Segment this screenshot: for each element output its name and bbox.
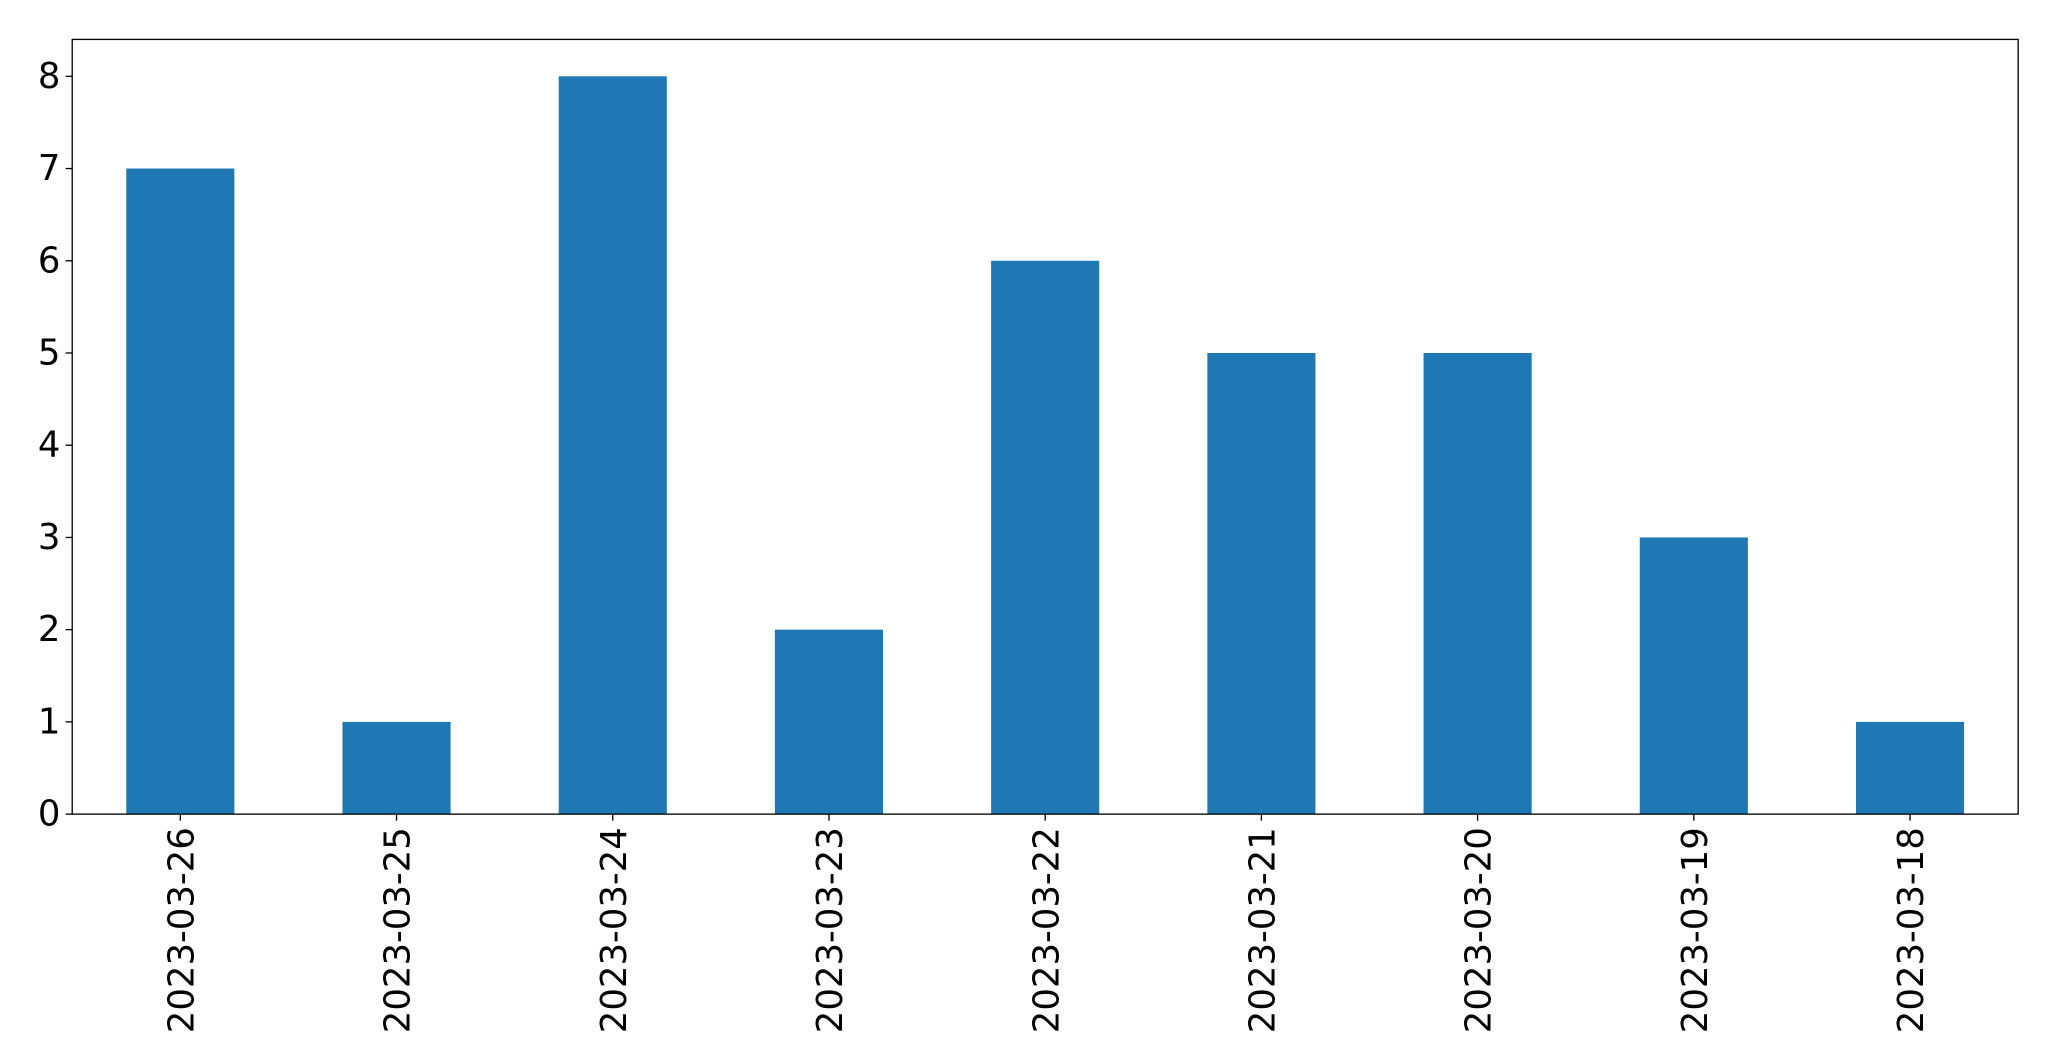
bar-2023-03-18 bbox=[1855, 721, 1965, 815]
y-tick-label: 2 bbox=[38, 609, 61, 650]
bar-2023-03-25 bbox=[342, 721, 451, 815]
y-tick-label: 4 bbox=[38, 425, 61, 466]
x-tick-label: 2023-03-21 bbox=[1243, 827, 1284, 1033]
bar-2023-03-21 bbox=[1207, 352, 1316, 815]
y-tick-label: 3 bbox=[38, 517, 61, 558]
bar-2023-03-24 bbox=[558, 76, 667, 815]
y-tick-label: 0 bbox=[38, 794, 61, 835]
x-tick-label: 2023-03-24 bbox=[594, 827, 635, 1033]
plot-frame bbox=[71, 38, 2019, 815]
bar-2023-03-19 bbox=[1639, 537, 1748, 815]
y-tick-label: 6 bbox=[38, 240, 61, 281]
bar-2023-03-22 bbox=[991, 260, 1100, 815]
y-tick-label: 8 bbox=[38, 56, 61, 97]
bar-2023-03-20 bbox=[1423, 352, 1532, 815]
y-tick-label: 7 bbox=[38, 148, 61, 189]
x-tick-label: 2023-03-23 bbox=[810, 827, 851, 1033]
x-tick-label: 2023-03-18 bbox=[1891, 827, 1932, 1033]
bar-2023-03-23 bbox=[774, 629, 884, 815]
bar-2023-03-26 bbox=[126, 168, 235, 815]
bars bbox=[126, 76, 1965, 815]
x-tick-label: 2023-03-20 bbox=[1459, 827, 1500, 1033]
y-tick-label: 1 bbox=[38, 701, 61, 742]
y-axis: 0 1 2 3 4 5 6 7 8 bbox=[38, 56, 73, 835]
x-axis: 2023-03-26 2023-03-25 2023-03-24 2023-03-23… bbox=[161, 814, 1932, 1033]
x-tick-label: 2023-03-22 bbox=[1026, 827, 1067, 1033]
y-tick-label: 5 bbox=[38, 332, 61, 373]
x-tick-label: 2023-03-26 bbox=[161, 827, 202, 1033]
x-tick-label: 2023-03-25 bbox=[378, 827, 419, 1033]
x-tick-label: 2023-03-19 bbox=[1675, 827, 1716, 1033]
